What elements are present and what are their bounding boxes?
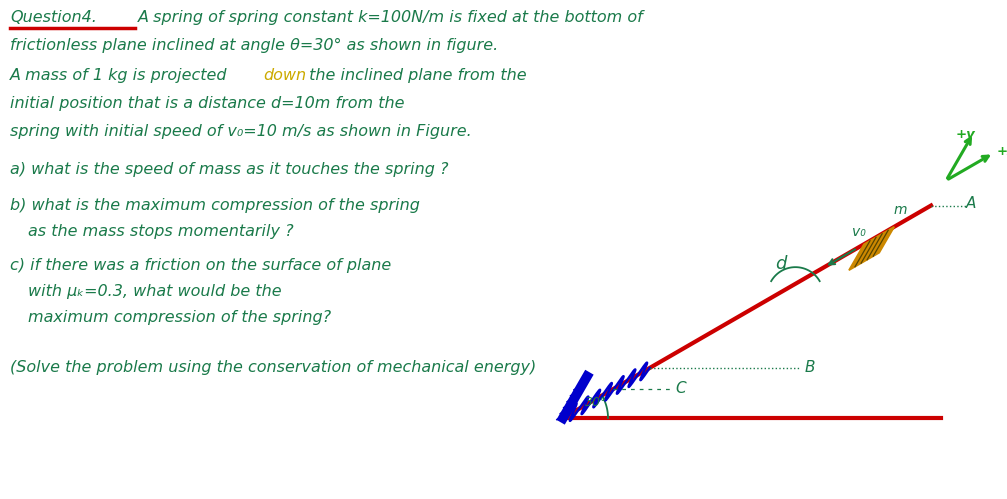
Text: C: C — [676, 381, 686, 396]
Text: with μₖ=0.3, what would be the: with μₖ=0.3, what would be the — [28, 284, 282, 299]
Text: A mass of 1 kg is projected: A mass of 1 kg is projected — [10, 68, 228, 83]
Text: initial position that is a distance d=10m from the: initial position that is a distance d=10… — [10, 96, 405, 111]
Text: v₀: v₀ — [853, 225, 866, 239]
Text: A spring of spring constant k=100N/m is fixed at the bottom of: A spring of spring constant k=100N/m is … — [138, 10, 643, 25]
Text: the inclined plane from the: the inclined plane from the — [304, 68, 527, 83]
Text: 30°: 30° — [585, 396, 607, 409]
Text: A: A — [966, 196, 977, 211]
Text: B: B — [805, 360, 815, 375]
Text: b) what is the maximum compression of the spring: b) what is the maximum compression of th… — [10, 198, 420, 213]
Text: c) if there was a friction on the surface of plane: c) if there was a friction on the surfac… — [10, 258, 392, 273]
Polygon shape — [849, 227, 894, 270]
Text: maximum compression of the spring?: maximum compression of the spring? — [28, 310, 331, 325]
Text: down: down — [263, 68, 306, 83]
Text: spring with initial speed of v₀=10 m/s as shown in Figure.: spring with initial speed of v₀=10 m/s a… — [10, 124, 471, 139]
Text: as the mass stops momentarily ?: as the mass stops momentarily ? — [28, 224, 294, 239]
Text: frictionless plane inclined at angle θ=30° as shown in figure.: frictionless plane inclined at angle θ=3… — [10, 38, 498, 53]
Text: Question4.: Question4. — [10, 10, 97, 25]
Text: +y: +y — [956, 128, 976, 141]
Text: a) what is the speed of mass as it touches the spring ?: a) what is the speed of mass as it touch… — [10, 162, 448, 177]
Text: +x: +x — [997, 145, 1007, 158]
Text: m: m — [893, 203, 906, 217]
Text: (Solve the problem using the conservation of mechanical energy): (Solve the problem using the conservatio… — [10, 360, 537, 375]
Text: d: d — [775, 255, 786, 273]
